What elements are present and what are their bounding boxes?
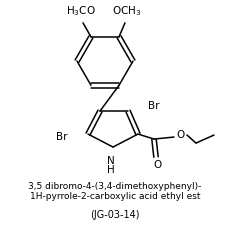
Text: 1H-pyrrole-2-carboxylic acid ethyl est: 1H-pyrrole-2-carboxylic acid ethyl est — [30, 191, 199, 200]
Text: N: N — [107, 155, 114, 165]
Text: H: H — [107, 164, 114, 174]
Text: 3,5 dibromo-4-(3,4-dimethoxyphenyl)-: 3,5 dibromo-4-(3,4-dimethoxyphenyl)- — [28, 181, 201, 190]
Text: Br: Br — [56, 131, 68, 142]
Text: (JG-03-14): (JG-03-14) — [90, 209, 139, 219]
Text: O: O — [153, 159, 161, 169]
Text: OCH$_3$: OCH$_3$ — [112, 4, 141, 18]
Text: H$_3$CO: H$_3$CO — [66, 4, 95, 18]
Text: Br: Br — [147, 101, 159, 111]
Text: O: O — [176, 129, 184, 139]
